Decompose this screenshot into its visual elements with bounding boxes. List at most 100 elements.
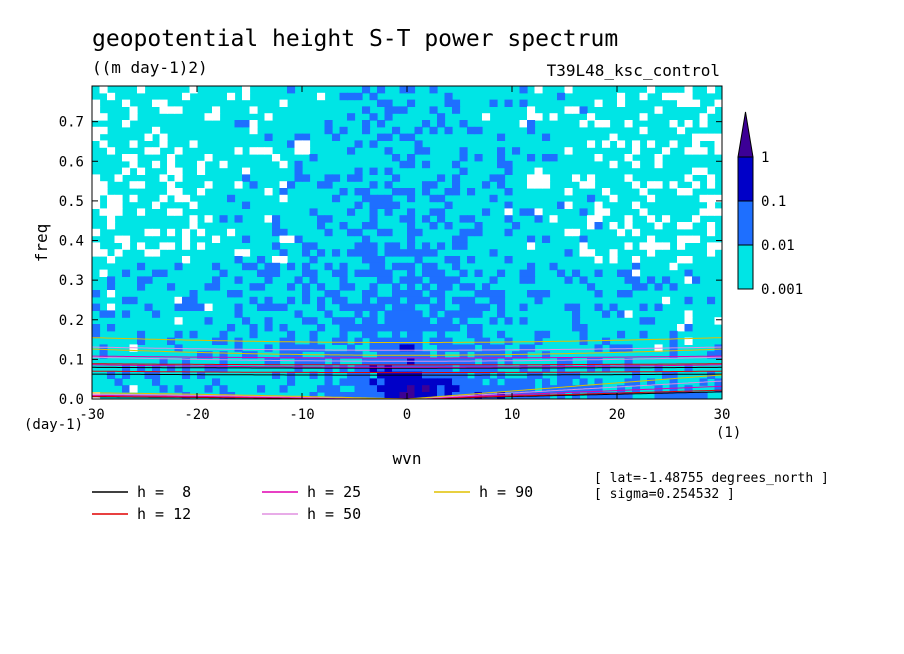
spectrum-cell [392,188,401,196]
spectrum-cell [489,378,498,386]
spectrum-cell [122,235,131,243]
spectrum-cell [324,310,333,318]
spectrum-cell [692,133,701,141]
spectrum-cell [519,208,528,216]
spectrum-cell [407,86,416,94]
spectrum-cell [474,269,483,277]
spectrum-cell [272,242,281,250]
spectrum-cell [399,398,408,399]
spectrum-cell [707,106,716,114]
spectrum-cell [467,344,476,352]
spectrum-cell [609,249,618,257]
spectrum-cell [302,147,311,155]
spectrum-cell [414,310,423,318]
spectrum-cell [174,194,183,203]
spectrum-cell [159,133,168,141]
spectrum-cell [339,188,348,196]
spectrum-cell [384,269,393,277]
spectrum-cell [414,126,423,135]
spectrum-cell [542,181,551,189]
gravity-wave-n1-curve [92,356,722,362]
spectrum-cell [684,364,693,373]
spectrum-cell [347,303,356,311]
spectrum-cell [317,283,326,291]
y-tick-label: 0.5 [59,194,84,210]
spectrum-cell [714,99,722,107]
spectrum-cell [137,262,146,271]
spectrum-cell [362,269,371,277]
spectrum-cell [234,344,243,352]
spectrum-cell [647,235,656,243]
spectrum-cell [99,208,108,216]
spectrum-cell [504,208,513,216]
spectrum-cell [369,249,378,257]
spectrum-cell [594,222,603,230]
spectrum-cell [279,249,288,257]
spectrum-cell [362,378,371,386]
spectrum-cell [429,378,438,386]
gravity-wave-n2-curve [92,363,722,366]
spectrum-cell [594,256,603,264]
spectrum-cell [467,215,476,223]
spectrum-cell [227,324,236,332]
spectrum-cell [399,133,408,141]
spectrum-cell [309,208,318,216]
spectrum-cell [519,385,528,393]
spectrum-cell [662,147,671,155]
spectrum-cell [444,188,453,196]
spectrum-cell [467,324,476,332]
spectrum-cell [339,92,348,101]
spectrum-cell [414,378,423,386]
spectrum-cell [384,324,393,332]
spectrum-cell [684,99,693,107]
spectrum-cell [422,269,431,277]
spectrum-cell [324,385,333,393]
spectrum-cell [309,358,318,366]
spectrum-cell [594,99,603,107]
spectrum-cell [392,290,401,298]
spectrum-cell [309,392,318,399]
spectrum-cell [204,364,213,373]
spectrum-cell [107,303,116,311]
spectrum-cell [512,398,521,399]
spectrum-cell [564,86,573,94]
y-tick-label: 0.1 [59,352,84,368]
spectrum-cell [129,160,138,169]
spectrum-cell [692,140,701,148]
gravity-wave-n2-curve [92,366,722,369]
experiment-label: T39L48_ksc_control [547,61,720,80]
spectrum-cell [264,398,273,399]
spectrum-cell [489,276,498,284]
spectrum-cell [347,344,356,352]
spectrum-cell [354,140,363,148]
spectrum-cell [264,113,273,121]
spectrum-cell [684,276,693,284]
spectrum-cell [347,228,356,237]
spectrum-cell [317,296,326,305]
spectrum-cell [144,276,153,284]
spectrum-cell [99,140,108,148]
spectrum-cell [407,378,416,386]
spectrum-cell [429,269,438,277]
spectrum-cell [99,344,108,352]
spectrum-cell [302,317,311,325]
spectrum-cell [459,303,468,311]
chart-subtitle: ((m day-1)2) [92,58,208,77]
spectrum-cell [354,303,363,311]
spectrum-cell [699,167,708,175]
spectrum-cell [369,140,378,148]
spectrum-cell [189,303,198,311]
spectrum-cell [384,181,393,189]
spectrum-cell [347,208,356,216]
spectrum-cell [602,188,611,196]
spectrum-cell [369,181,378,189]
spectrum-cell [159,174,168,182]
spectrum-cell [527,120,536,128]
spectrum-cell [542,290,551,298]
spectrum-cell [572,324,581,332]
spectrum-cell [384,344,393,352]
spectrum-cell [452,276,461,284]
spectrum-cell [587,181,596,189]
spectrum-cell [474,310,483,318]
spectrum-cell [572,106,581,114]
